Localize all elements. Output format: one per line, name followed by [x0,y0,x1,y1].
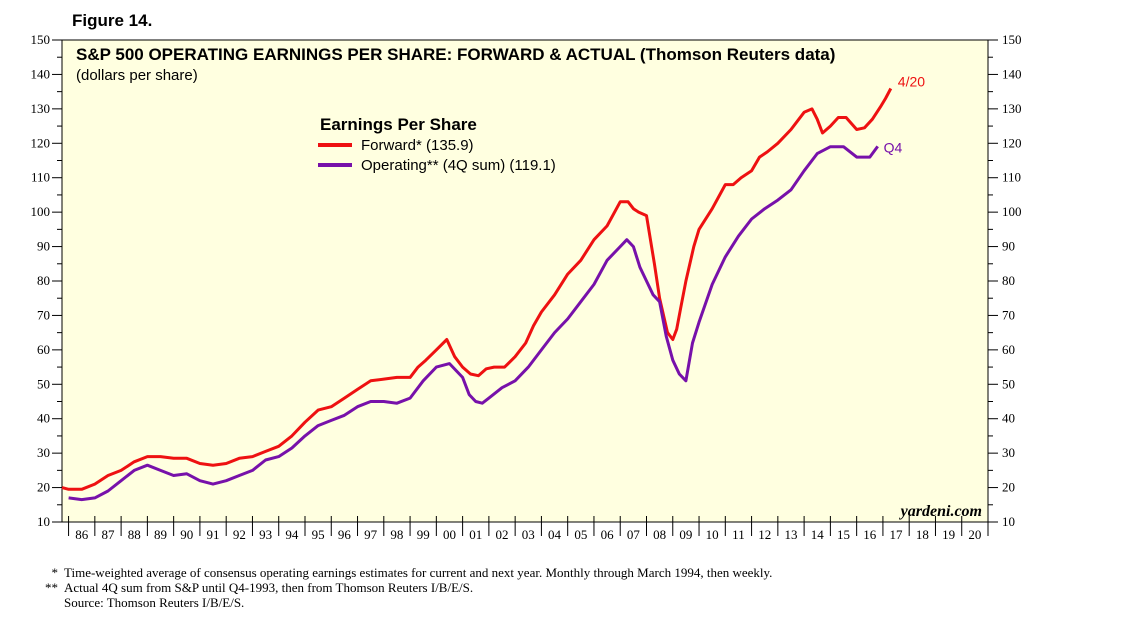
x-tick-label: 19 [942,527,955,542]
y-tick-label-right: 60 [1002,342,1015,357]
legend-label-forward: Forward* (135.9) [361,137,474,154]
series-end-label-operating: Q4 [884,139,903,155]
x-tick-label: 87 [101,527,115,542]
series-lines [61,87,893,502]
y-tick-label-right: 120 [1002,135,1022,150]
x-tick-label: 98 [390,527,403,542]
x-tick-label: 96 [338,527,352,542]
x-tick-label: 01 [469,527,482,542]
x-tick-label: 02 [496,527,509,542]
x-tick-label: 99 [417,527,430,542]
x-tick-label: 16 [863,527,877,542]
x-tick-label: 92 [233,527,246,542]
y-tick-label-left: 30 [37,445,50,460]
series-line-forward [61,87,893,491]
y-tick-label-right: 100 [1002,204,1022,219]
y-tick-label-left: 130 [31,101,51,116]
x-tick-label: 20 [968,527,981,542]
y-tick-label-right: 10 [1002,514,1015,529]
y-tick-label-right: 30 [1002,445,1015,460]
y-tick-label-left: 90 [37,239,50,254]
chart-title: S&P 500 OPERATING EARNINGS PER SHARE: FO… [76,45,835,64]
watermark-yardeni: yardeni.com [899,503,982,520]
y-tick-label-left: 80 [37,273,50,288]
x-tick-label: 11 [732,527,745,542]
x-tick-label: 03 [522,527,535,542]
x-tick-label: 93 [259,527,272,542]
legend: Earnings Per Share Forward* (135.9) Oper… [318,115,556,174]
x-tick-label: 05 [574,527,587,542]
x-tick-label: 95 [312,527,325,542]
x-tick-label: 14 [811,527,825,542]
x-tick-label: 12 [758,527,771,542]
series-end-label-forward: 4/20 [898,74,925,90]
x-tick-label: 86 [75,527,89,542]
y-tick-label-left: 100 [31,204,51,219]
x-tick-label: 97 [364,527,378,542]
y-tick-label-left: 140 [31,66,51,81]
series-line-operating [68,145,879,502]
y-tick-label-left: 50 [37,376,50,391]
y-tick-label-right: 50 [1002,376,1015,391]
x-tick-label: 17 [890,527,904,542]
x-tick-label: 15 [837,527,850,542]
y-tick-label-left: 60 [37,342,50,357]
y-tick-label-right: 20 [1002,480,1015,495]
footnote-1: * Time-weighted average of consensus oper… [40,565,773,581]
x-tick-label: 88 [128,527,141,542]
footnote-2-text: Actual 4Q sum from S&P until Q4-1993, th… [64,580,474,595]
x-tick-label: 10 [706,527,719,542]
y-tick-label-left: 150 [31,32,51,47]
footnote-1-mark: * [51,565,59,580]
y-tick-label-right: 130 [1002,101,1022,116]
y-tick-label-right: 140 [1002,66,1022,81]
x-tick-label: 89 [154,527,167,542]
y-tick-label-left: 70 [37,307,50,322]
y-tick-label-left: 120 [31,135,51,150]
footnote-source: Source: Thomson Reuters I/B/E/S. [40,595,244,611]
x-tick-label: 91 [207,527,220,542]
y-tick-label-right: 70 [1002,307,1015,322]
x-tick-label: 06 [601,527,615,542]
y-tick-label-left: 40 [37,411,50,426]
footnote-3-text: Source: Thomson Reuters I/B/E/S. [64,595,245,610]
x-tick-label: 13 [784,527,797,542]
legend-label-operating: Operating** (4Q sum) (119.1) [361,157,556,174]
legend-title: Earnings Per Share [320,115,477,134]
x-tick-label: 04 [548,527,562,542]
y-tick-label-right: 110 [1002,170,1021,185]
y-tick-label-right: 40 [1002,411,1015,426]
x-tick-label: 94 [285,527,299,542]
x-tick-label: 09 [679,527,692,542]
y-tick-label-right: 90 [1002,239,1015,254]
footnote-1-text: Time-weighted average of consensus opera… [64,565,773,580]
x-tick-label: 08 [653,527,666,542]
y-tick-label-left: 110 [31,170,50,185]
chart-subtitle: (dollars per share) [76,67,198,84]
x-tick-label: 18 [916,527,929,542]
y-tick-label-right: 150 [1002,32,1022,47]
y-tick-label-left: 20 [37,480,50,495]
x-tick-label: 07 [627,527,641,542]
y-tick-label-right: 80 [1002,273,1015,288]
figure-label: Figure 14. [72,11,153,30]
x-tick-label: 90 [180,527,193,542]
footnote-2-mark: ** [45,580,58,595]
plot-area [61,39,989,523]
x-tick-label: 00 [443,527,456,542]
y-tick-label-left: 10 [37,514,50,529]
footnote-2: ** Actual 4Q sum from S&P until Q4-1993, … [40,580,473,596]
axis-ticks [52,39,998,536]
